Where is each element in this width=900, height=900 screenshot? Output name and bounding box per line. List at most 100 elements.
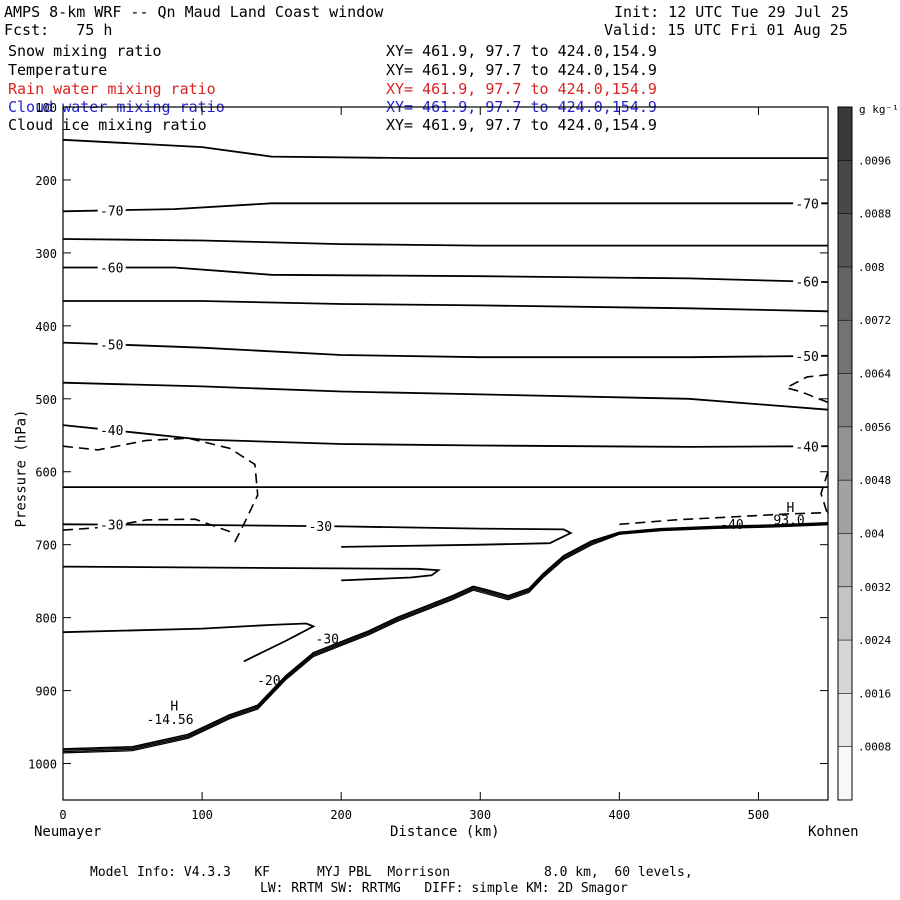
terrain-contour xyxy=(62,522,829,750)
dashed-contour xyxy=(62,518,231,533)
field-xy: XY= 461.9, 97.7 to 424.0,154.9 xyxy=(386,80,657,98)
colorbar-tick-label: .0072 xyxy=(858,314,891,327)
colorbar-swatch xyxy=(838,266,852,321)
chart-annotation: H xyxy=(170,700,178,715)
temperature-contour xyxy=(62,381,829,411)
field-xy: XY= 461.9, 97.7 to 424.0,154.9 xyxy=(386,61,657,79)
contour-label-bg xyxy=(97,202,126,218)
y-tick-label: 100 xyxy=(35,101,57,115)
colorbar-tick-label: .008 xyxy=(858,261,885,274)
colorbar-swatch xyxy=(838,746,852,800)
y-tick-label: 600 xyxy=(35,466,57,480)
field-xy: XY= 461.9, 97.7 to 424.0,154.9 xyxy=(386,42,657,60)
temperature-contour xyxy=(63,266,829,283)
temperature-contour xyxy=(62,202,828,213)
contour-label-bg xyxy=(97,336,126,352)
y-tick-label: 800 xyxy=(35,612,57,626)
chart-annotation: 93.0 xyxy=(773,514,804,529)
y-tick-label: 1000 xyxy=(28,758,57,772)
colorbar-swatch xyxy=(838,533,852,587)
contour-label: -50 xyxy=(795,350,818,365)
y-tick-label: 500 xyxy=(35,393,57,407)
header-title: AMPS 8-km WRF -- Qn Maud Land Coast wind… xyxy=(4,3,384,21)
temperature-contour xyxy=(62,565,442,582)
colorbar-tick-label: .0088 xyxy=(858,208,891,221)
field-xy: XY= 461.9, 97.7 to 424.0,154.9 xyxy=(386,116,657,134)
model-info-line2: LW: RRTM SW: RRTMG DIFF: simple KM: 2D S… xyxy=(260,881,628,896)
chart-annotation: -30 xyxy=(316,633,339,648)
contour-label-bg xyxy=(97,516,126,532)
colorbar-swatch xyxy=(838,320,852,374)
temperature-contour xyxy=(62,622,316,663)
field-name: Cloud ice mixing ratio xyxy=(8,116,207,134)
x-left-station: Neumayer xyxy=(34,824,102,840)
x-tick-label: 0 xyxy=(59,808,66,822)
contour-label: -60 xyxy=(100,261,123,276)
contour-label: -30 xyxy=(309,520,332,535)
colorbar-swatch xyxy=(838,426,852,481)
temperature-contour xyxy=(62,138,828,159)
chart-annotation: -40 xyxy=(720,518,743,533)
dashed-contour xyxy=(784,373,829,404)
contour-label: -70 xyxy=(100,204,123,219)
chart-annotation: -20 xyxy=(257,674,280,689)
x-right-station: Kohnen xyxy=(808,824,859,840)
contour-label-bg xyxy=(793,438,822,454)
x-tick-label: 400 xyxy=(609,808,631,822)
contour-label: -40 xyxy=(795,440,818,455)
temperature-contour xyxy=(62,238,828,247)
y-tick-label: 200 xyxy=(35,174,57,188)
contour-label: -70 xyxy=(795,197,818,212)
chart-annotation: -14.56 xyxy=(147,713,194,728)
colorbar-tick-label: .0048 xyxy=(858,474,891,487)
contour-label-bg xyxy=(793,273,822,289)
colorbar-tick-label: .0096 xyxy=(858,154,891,167)
y-tick-label: 300 xyxy=(35,247,57,261)
x-tick-label: 500 xyxy=(748,808,770,822)
contour-label-bg xyxy=(306,518,335,534)
y-tick-label: 400 xyxy=(35,320,57,334)
x-tick-label: 200 xyxy=(330,808,352,822)
colorbar-swatch xyxy=(838,373,852,427)
colorbar-tick-label: .0032 xyxy=(858,581,891,594)
valid-time: Valid: 15 UTC Fri 01 Aug 25 xyxy=(604,21,848,39)
chart-annotation: H xyxy=(787,501,795,516)
plot-frame xyxy=(62,106,829,801)
model-info-line1: Model Info: V4.3.3 KF MYJ PBL Morrison 8… xyxy=(90,865,693,880)
terrain-contour xyxy=(62,524,829,754)
contour-label: -60 xyxy=(795,276,818,291)
x-tick-label: 300 xyxy=(469,808,491,822)
colorbar-unit: g kg⁻¹ xyxy=(859,103,899,116)
y-tick-label: 700 xyxy=(35,539,57,553)
colorbar-tick-label: .0016 xyxy=(858,687,891,700)
field-name: Snow mixing ratio xyxy=(8,42,162,60)
dashed-contour xyxy=(619,511,829,526)
contour-label-bg xyxy=(97,259,126,275)
colorbar-tick-label: .0064 xyxy=(858,368,891,381)
terrain-contour xyxy=(62,522,829,751)
y-tick-label: 900 xyxy=(35,685,57,699)
contour-label: -40 xyxy=(100,424,123,439)
forecast-hour: Fcst: 75 h xyxy=(4,21,113,39)
x-tick-label: 100 xyxy=(191,808,213,822)
contour-label-bg xyxy=(793,195,822,211)
x-axis-label: Distance (km) xyxy=(390,824,500,840)
temperature-contour xyxy=(62,424,829,448)
colorbar-swatch xyxy=(838,586,852,641)
contour-label-bg xyxy=(793,347,822,363)
contour-label: -50 xyxy=(100,338,123,353)
colorbar-swatch xyxy=(838,480,852,534)
colorbar-tick-label: .004 xyxy=(858,527,885,540)
dashed-contour xyxy=(62,437,259,547)
colorbar-tick-label: .0024 xyxy=(858,634,891,647)
terrain-contour xyxy=(62,523,829,753)
field-name: Rain water mixing ratio xyxy=(8,80,216,98)
temperature-contour xyxy=(63,300,829,313)
field-name: Temperature xyxy=(8,61,108,79)
init-time: Init: 12 UTC Tue 29 Jul 25 xyxy=(614,3,849,21)
temperature-contour xyxy=(62,341,829,359)
colorbar-swatch xyxy=(838,693,852,747)
contour-label: -30 xyxy=(100,519,123,534)
colorbar-swatch xyxy=(838,160,852,214)
